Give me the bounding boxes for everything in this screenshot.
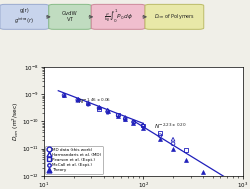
- Point: [106, 109, 110, 112]
- Point: [171, 138, 175, 141]
- FancyBboxPatch shape: [49, 4, 91, 29]
- Point: [62, 95, 66, 98]
- Point: [97, 107, 101, 110]
- Point: [86, 102, 90, 105]
- Text: GvdW
VT: GvdW VT: [62, 11, 78, 22]
- Point: [158, 131, 162, 134]
- Text: $N^{-1.46\pm0.06}$: $N^{-1.46\pm0.06}$: [78, 96, 111, 106]
- Point: [158, 134, 162, 137]
- FancyBboxPatch shape: [145, 4, 204, 29]
- Point: [106, 112, 110, 115]
- Point: [123, 118, 127, 121]
- Text: $\frac{\rho}{k_B} \int_0^1 P_0 d\phi$: $\frac{\rho}{k_B} \int_0^1 P_0 d\phi$: [104, 9, 132, 25]
- Point: [201, 170, 205, 173]
- Point: [86, 102, 90, 105]
- Point: [184, 148, 188, 151]
- Point: [97, 107, 101, 110]
- Point: [116, 114, 120, 117]
- Point: [141, 127, 145, 130]
- Point: [123, 117, 127, 120]
- Point: [76, 98, 80, 101]
- Point: [123, 116, 127, 119]
- Point: [184, 159, 188, 162]
- Point: [141, 125, 145, 128]
- Point: [86, 104, 90, 107]
- Point: [171, 142, 175, 145]
- Text: g(r)
$g^{intra}(r)$: g(r) $g^{intra}(r)$: [14, 8, 34, 26]
- Point: [76, 98, 80, 101]
- Point: [132, 121, 136, 124]
- Point: [62, 94, 66, 97]
- Point: [116, 113, 120, 116]
- Point: [106, 110, 110, 113]
- Point: [171, 148, 175, 151]
- Point: [76, 99, 80, 102]
- Text: $D_{cm}$ of Polymers: $D_{cm}$ of Polymers: [154, 12, 195, 21]
- Y-axis label: $D_{cm}$ (m$^2$/sec): $D_{cm}$ (m$^2$/sec): [10, 102, 20, 141]
- Point: [123, 119, 127, 122]
- Point: [116, 114, 120, 117]
- Point: [132, 122, 136, 125]
- Point: [106, 110, 110, 113]
- Point: [158, 138, 162, 141]
- Text: $N^{-2.23\pm0.20}$: $N^{-2.23\pm0.20}$: [154, 122, 187, 131]
- Legend: MD data (this work), Harmandaris et al. (MD), Pearson et al. (Expt.), McCall et : MD data (this work), Harmandaris et al. …: [46, 146, 103, 174]
- FancyBboxPatch shape: [91, 4, 145, 29]
- Point: [97, 106, 101, 109]
- FancyBboxPatch shape: [0, 4, 49, 29]
- Point: [76, 99, 80, 102]
- Point: [141, 123, 145, 126]
- Point: [141, 124, 145, 127]
- Point: [62, 93, 66, 96]
- Point: [132, 120, 136, 123]
